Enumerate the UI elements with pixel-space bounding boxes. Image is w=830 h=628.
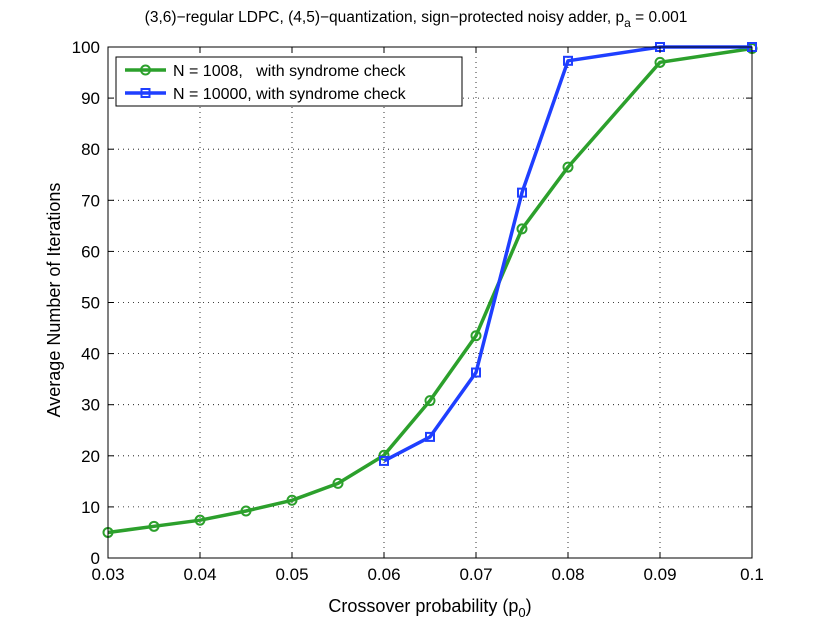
data-point-square [563,55,573,66]
data-point-circle [424,395,436,407]
chart-title-subscript: a [624,16,631,30]
x-axis-label-main: Crossover probability (p [328,596,518,616]
y-axis-label: Average Number of Iterations [44,183,64,418]
chart-title-tail: = 0.001 [631,9,687,26]
data-point-square [471,367,481,378]
data-point-circle [286,494,298,506]
data-point-circle [470,330,482,342]
y-tick-label: 40 [81,345,100,364]
x-tick-label: 0.03 [91,565,124,584]
y-tick-label: 10 [81,498,100,517]
plot-area [108,47,752,558]
data-point-circle [148,520,160,532]
x-tick-label: 0.09 [643,565,676,584]
chart-title-main: (3,6)−regular LDPC, (4,5)−quantization, … [145,9,625,26]
axis-ticks: 0.03 0.04 0.05 0.06 0.07 0.08 0.09 0.1 0 10 20 30 40… [72,38,764,584]
data-point-circle [654,56,666,68]
data-point-circle [240,505,252,517]
x-tick-label: 0.05 [275,565,308,584]
legend-marker-n1008 [140,64,151,76]
data-point-circle [562,161,574,173]
y-tick-label: 60 [81,242,100,261]
y-tick-label: 20 [81,447,100,466]
legend-label-n10000: N = 10000, with syndrome check [173,86,407,103]
series-line-0 [107,46,753,535]
x-tick-label: 0.1 [740,565,764,584]
y-tick-label: 50 [81,294,100,313]
legend-box [115,56,463,107]
x-axis-label-subscript: 0 [518,605,525,620]
chart-title: (3,6)−regular LDPC, (4,5)−quantization, … [145,9,688,30]
legend-marker-n10000 [140,88,151,98]
y-tick-label: 70 [81,191,100,210]
x-axis-label-tail: ) [526,596,532,616]
y-tick-label: 80 [81,140,100,159]
x-tick-label: 0.08 [551,565,584,584]
data-point-square [517,187,527,198]
data-point-circle [194,514,206,526]
y-tick-label: 90 [81,89,100,108]
x-tick-label: 0.07 [459,565,492,584]
x-tick-label: 0.04 [183,565,216,584]
x-tick-label: 0.06 [367,565,400,584]
y-tick-label: 30 [81,396,100,415]
y-tick-label: 100 [72,38,100,57]
data-point-square [425,431,435,442]
gridlines [108,47,752,558]
data-point-square [379,455,389,466]
y-tick-label: 0 [91,549,100,568]
data-point-circle [332,477,344,489]
x-axis-label: Crossover probability (p0) [328,596,531,620]
data-point-circle [516,223,528,235]
legend-label-n1008: N = 1008, with syndrome check [173,63,407,80]
legend: N = 1008, with syndrome check N = 10000,… [115,56,463,107]
